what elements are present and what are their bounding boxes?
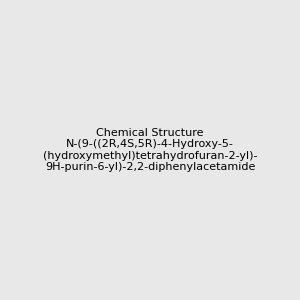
Text: Chemical Structure
N-(9-((2R,4S,5R)-4-Hydroxy-5-
(hydroxymethyl)tetrahydrofuran-: Chemical Structure N-(9-((2R,4S,5R)-4-Hy… [43, 128, 257, 172]
